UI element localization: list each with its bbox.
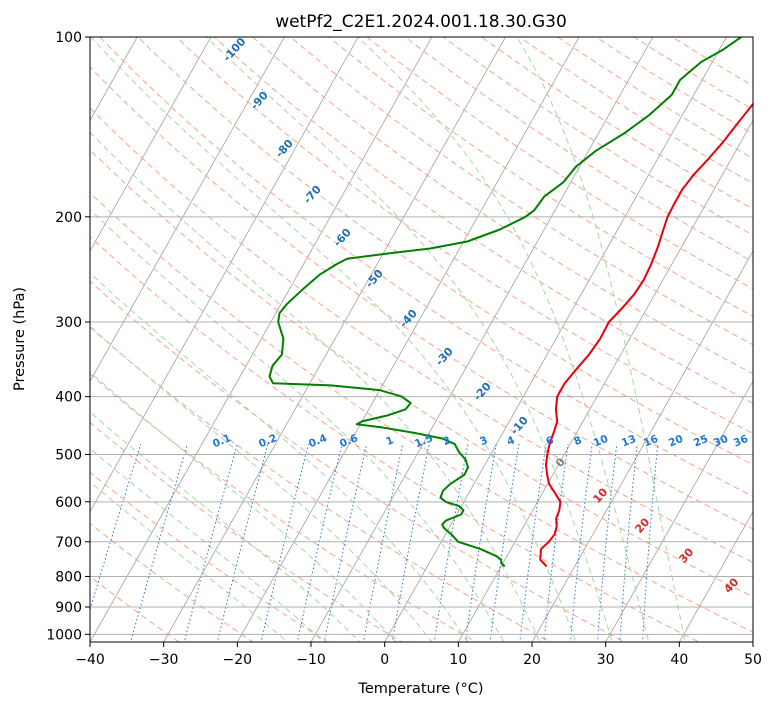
dry-adiabat-line: [99, 37, 753, 498]
x-axis: −40 −30 −20 −10 0 10 20 30 40 50: [75, 642, 762, 668]
dry-adiabat-line: [90, 373, 477, 642]
moist-adiabat-line: [90, 131, 541, 642]
mixing-ratio-label: 36: [732, 433, 750, 450]
mixing-ratio-line: [619, 443, 638, 642]
y-axis-label: Pressure (hPa): [12, 287, 28, 391]
dry-adiabat-line: [90, 149, 753, 598]
mixing-ratio-label: 1: [384, 434, 395, 448]
isotherm-line: [163, 37, 506, 642]
mixing-ratio-label: 20: [667, 433, 685, 450]
moist-adiabat-line: [90, 481, 289, 642]
mixing-ratio-line: [183, 443, 238, 642]
moist-adiabat-line: [90, 411, 361, 642]
isotherm-line: [384, 37, 727, 642]
y-axis: 100 200 300 400 500 600 700 800 900 1000: [46, 30, 90, 643]
dry-adiabat-line: [90, 326, 552, 642]
isotherm-line: [90, 37, 433, 642]
mixing-ratio-label: 8: [572, 434, 583, 448]
mixing-ratio-label: 6: [544, 434, 555, 448]
y-tick-label: 800: [55, 569, 82, 585]
isotherm-line: [90, 37, 138, 122]
mixing-ratio-line: [130, 443, 188, 642]
y-tick-label: 200: [55, 210, 82, 226]
chart-title: wetPf2_C2E1.2024.001.18.30.G30: [275, 12, 567, 32]
mixing-ratio-line: [642, 443, 659, 642]
dry-adiabat-line: [366, 37, 753, 290]
moist-adiabat-line: [357, 37, 650, 642]
moist-adiabat-line: [90, 37, 577, 642]
moist-adiabat-line: [90, 272, 469, 642]
temperature-profile-line: [539, 102, 753, 568]
dry-adiabat-line: [213, 37, 753, 404]
x-tick-label: 50: [744, 652, 762, 668]
isotherm-line: [605, 380, 753, 642]
dry-adiabat-line: [90, 471, 329, 642]
y-tick-label: 900: [55, 600, 82, 616]
dewpoint-profile-line: [268, 37, 742, 568]
x-tick-label: −40: [75, 652, 105, 668]
mixing-ratio-line: [260, 443, 309, 642]
background-lines: [90, 37, 753, 642]
x-tick-label: 30: [597, 652, 615, 668]
moist-adiabat-line: [90, 208, 505, 642]
mixing-ratio-label: 30: [712, 433, 730, 450]
isotherm-line: [236, 37, 580, 642]
y-tick-label: 100: [55, 30, 82, 46]
dry-adiabat-line: [251, 37, 753, 375]
mixing-ratio-label: 13: [620, 433, 638, 450]
dry-adiabat-line: [90, 575, 180, 642]
mixing-ratio-label: 4: [505, 434, 516, 448]
isotherm-line: [90, 37, 359, 513]
y-tick-label: 500: [55, 448, 82, 464]
isotherm-line: [90, 37, 285, 383]
mixing-ratio-line: [596, 443, 618, 642]
plot-area: [90, 37, 753, 642]
plot-frame: [89, 36, 754, 643]
x-tick-label: 20: [523, 652, 541, 668]
isotherm-line: [310, 37, 654, 642]
mixing-ratio-line: [323, 443, 368, 642]
y-tick-label: 700: [55, 535, 82, 551]
x-tick-label: 40: [670, 652, 688, 668]
x-tick-label: 10: [449, 652, 467, 668]
isotherm-line: [90, 37, 212, 252]
mixing-ratio-label: 3: [478, 434, 489, 448]
mixing-ratio-line: [216, 443, 269, 642]
mixing-ratio-label: 2: [441, 434, 452, 448]
dry-adiabat-line: [90, 421, 403, 642]
dry-adiabat-line: [90, 280, 626, 642]
mixing-ratio-label: 25: [692, 433, 710, 450]
y-tick-label: 1000: [46, 627, 82, 643]
mixing-ratio-line: [569, 443, 593, 642]
dry-adiabat-line: [90, 107, 753, 564]
dry-adiabat-line: [90, 66, 753, 530]
moist-adiabat-line: [90, 447, 325, 642]
mixing-ratio-line: [296, 443, 343, 642]
mixing-ratio-label: 16: [642, 433, 660, 450]
dry-adiabat-line: [90, 192, 753, 633]
x-tick-label: 0: [380, 652, 389, 668]
x-tick-label: −10: [296, 652, 326, 668]
moist-adiabat-line: [90, 371, 397, 642]
dry-adiabat-line: [328, 37, 753, 318]
mixing-ratio-label: 10: [592, 433, 610, 450]
y-tick-label: 300: [55, 315, 82, 331]
x-axis-label: Temperature (°C): [357, 681, 483, 697]
x-tick-label: −20: [223, 652, 253, 668]
isotherm-line: [457, 119, 753, 642]
y-tick-label: 600: [55, 495, 82, 511]
moist-adiabat-line: [90, 325, 433, 642]
moist-adiabat-line: [516, 37, 686, 642]
moist-adiabat-line: [205, 37, 613, 642]
y-tick-label: 400: [55, 390, 82, 406]
sounding-profiles: [268, 37, 753, 568]
x-tick-label: −30: [149, 652, 179, 668]
isobar-grid: [90, 37, 753, 635]
